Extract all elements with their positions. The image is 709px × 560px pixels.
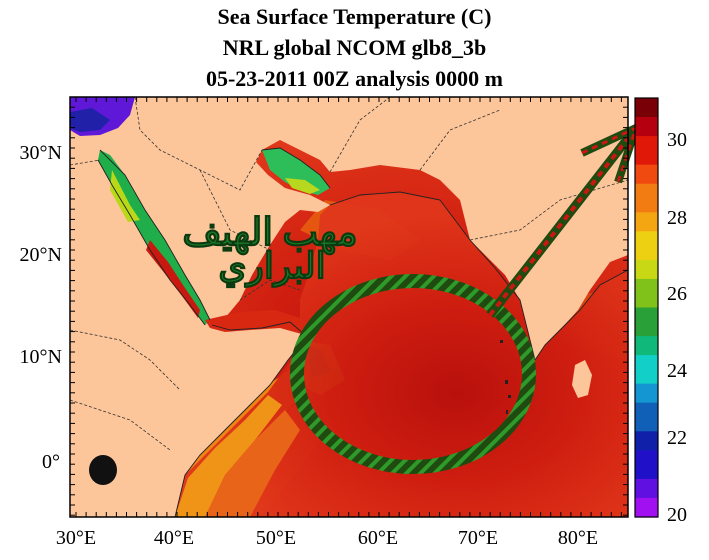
land-mass: [70, 97, 628, 517]
colorbar-band: [635, 297, 658, 309]
colorbar-band: [635, 145, 658, 156]
mediterranean-deep: [70, 108, 110, 132]
colorbar-band: [635, 374, 658, 385]
colorbar-band: [635, 117, 658, 128]
lon-tick-label: 80°E: [558, 527, 598, 549]
colorbar-band: [635, 212, 658, 223]
map-plot-area: مهب الهيف البراري: [70, 97, 628, 517]
colorbar-tick-label: 26: [667, 283, 687, 305]
persian-gulf: [262, 148, 330, 195]
colorbar-band: [635, 317, 658, 328]
lat-tick-label: 0°: [42, 451, 60, 473]
coastlines: [97, 147, 628, 517]
lake-victoria: [89, 455, 117, 485]
colorbar-band: [635, 355, 658, 366]
temperature-colorbar: [635, 98, 658, 518]
latitude-axis: 30°N 20°N 10°N 0°: [20, 142, 62, 473]
sri-lanka: [572, 360, 592, 398]
colorbar-band: [635, 107, 658, 118]
colorbar-band: [635, 126, 658, 137]
annotation-text-line-2: البراري: [218, 246, 325, 288]
lat-tick-label: 30°N: [20, 142, 62, 164]
colorbar-band: [635, 421, 658, 432]
colorbar-band: [635, 307, 658, 318]
colorbar-band: [635, 202, 658, 213]
colorbar-band: [635, 345, 658, 356]
colorbar-band: [635, 507, 658, 518]
lon-tick-label: 50°E: [256, 527, 296, 549]
colorbar-tick-label: 24: [667, 360, 687, 382]
colorbar-tick-label: 28: [667, 207, 687, 229]
lon-tick-label: 60°E: [358, 527, 398, 549]
lat-tick-label: 20°N: [20, 244, 62, 266]
hatched-circle-annotation-icon: [290, 274, 536, 474]
map-title-line-2: NRL global NCOM glb8_3b: [222, 35, 487, 60]
annotation-text-line-1: مهب الهيف: [182, 212, 357, 255]
somali-coast-warm-band: [205, 410, 300, 517]
colorbar-band: [635, 136, 658, 147]
colorbar-band: [635, 412, 658, 423]
colorbar-band: [635, 221, 658, 232]
colorbar-tick-label: 22: [667, 427, 687, 449]
colorbar-band: [635, 497, 658, 509]
colorbar-band: [635, 288, 658, 299]
colorbar-band: [635, 269, 658, 280]
colorbar-band: [635, 250, 658, 261]
colorbar-band: [635, 450, 658, 461]
colorbar-band: [635, 174, 658, 185]
colorbar-frame: [634, 97, 659, 518]
map-title-line-3: 05-23-2011 00Z analysis 0000 m: [205, 66, 504, 91]
colorbar-band: [635, 183, 658, 194]
colorbar-band: [635, 393, 658, 404]
colorbar-band: [635, 488, 658, 499]
colorbar-band: [635, 383, 658, 394]
longitude-axis: 30°E 40°E 50°E 60°E 70°E 80°E: [56, 527, 598, 549]
colorbar-band: [635, 402, 658, 413]
red-sea-north: [110, 170, 140, 222]
colorbar-band: [635, 440, 658, 451]
map-title-line-1: Sea Surface Temperature (C): [217, 4, 492, 29]
somali-coast-cool-band: [175, 395, 282, 517]
colorbar-band: [635, 364, 658, 375]
colorbar-band: [635, 459, 658, 470]
colorbar-tick-label: 20: [667, 504, 687, 526]
colorbar-band: [635, 278, 658, 290]
colorbar-band: [635, 469, 658, 480]
lon-tick-label: 40°E: [154, 527, 194, 549]
red-sea-south-warm: [146, 240, 200, 318]
colorbar-band: [635, 164, 658, 175]
colorbar-tick-label: 30: [667, 129, 687, 151]
country-borders: [70, 97, 628, 451]
colorbar-band: [635, 231, 658, 242]
map-frame-ticks: [70, 96, 628, 517]
colorbar-band: [635, 193, 658, 204]
colorbar-band: [635, 259, 658, 271]
colorbar-labels: 30 28 26 24 22 20: [667, 129, 687, 526]
colorbar-band: [635, 240, 658, 251]
colorbar-band: [635, 336, 658, 347]
colorbar-band: [635, 98, 658, 109]
lon-tick-label: 30°E: [56, 527, 96, 549]
lon-tick-label: 70°E: [458, 527, 498, 549]
persian-gulf-south: [285, 178, 320, 194]
maldives-islands: [500, 340, 511, 414]
colorbar-band: [635, 155, 658, 166]
colorbar-band: [635, 478, 658, 490]
gulf-of-aden: [205, 310, 305, 335]
colorbar-band: [635, 431, 658, 442]
lat-tick-label: 10°N: [20, 346, 62, 368]
red-sea: [98, 150, 210, 325]
colorbar-band: [635, 326, 658, 337]
